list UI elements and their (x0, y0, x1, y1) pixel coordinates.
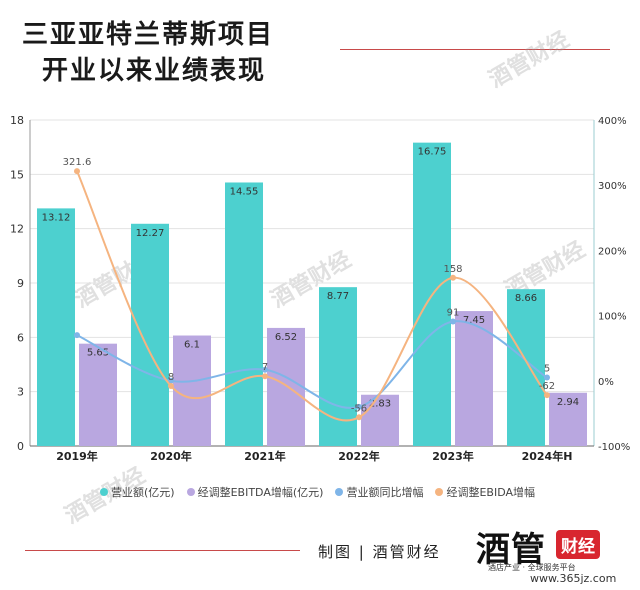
legend-item[interactable]: 营业额同比增幅 (335, 484, 423, 500)
line-data-label: 5 (544, 364, 550, 375)
y-right-tick-label: 300% (598, 181, 627, 192)
footer-divider (25, 550, 300, 551)
line-data-label: 321.6 (63, 157, 92, 168)
y-left-tick-label: 12 (10, 223, 24, 236)
x-tick-label: 2020年 (150, 449, 192, 463)
chart-title-line2: 开业以来业绩表现 (42, 56, 267, 86)
x-tick-label: 2023年 (432, 449, 474, 463)
line-point (544, 374, 550, 381)
bar (319, 287, 357, 446)
x-tick-label: 2019年 (56, 449, 98, 463)
line-data-label: 91 (447, 307, 460, 318)
line-data-label: -62 (539, 381, 555, 392)
legend-item[interactable]: 经调整EBIDA增幅 (435, 484, 535, 500)
y-right-tick-label: -100% (598, 442, 630, 453)
y-left-tick-label: 3 (17, 386, 24, 399)
line-data-label: 7 (262, 362, 268, 373)
combo-chart: 0 3 6 9 12 15 18 -100% 0% 100% 200% 300% 400% 13.12 12… (10, 114, 630, 463)
chart-legend: 营业额(亿元) 经调整EBITDA增幅(亿元) 营业额同比增幅 经调整EBIDA… (100, 484, 535, 500)
bar-data-label: 14.55 (230, 186, 259, 197)
bar (37, 208, 75, 446)
series-line (76, 170, 548, 422)
y-right-tick-label: 400% (598, 116, 627, 127)
bar-data-label: 8.77 (327, 291, 349, 302)
y-left-tick-label: 0 (17, 440, 24, 453)
line-point (450, 274, 456, 281)
y-right-tick-label: 0% (598, 377, 614, 388)
bar-data-label: 2.83 (369, 399, 391, 410)
bar (455, 311, 493, 446)
bar-data-label: 2.94 (557, 397, 579, 408)
chart-title-line1: 三亚亚特兰蒂斯项目 (22, 20, 275, 50)
line-point (262, 373, 268, 380)
line-point (450, 318, 456, 325)
series-line (76, 320, 548, 409)
line-data-label: 158 (443, 264, 462, 275)
legend-item[interactable]: 营业额(亿元) (100, 484, 175, 500)
y-left-tick-label: 9 (17, 277, 24, 290)
x-tick-label: 2022年 (338, 449, 380, 463)
site-url: www.365jz.com (530, 572, 617, 585)
y-left-tick-label: 6 (17, 331, 24, 344)
bar-data-label: 13.12 (42, 212, 71, 223)
bar-data-label: 5.65 (87, 348, 109, 359)
y-right-tick-label: 200% (598, 246, 627, 257)
x-tick-label: 2024年H (522, 449, 573, 463)
bar (225, 182, 263, 446)
bar-data-label: 6.52 (275, 332, 297, 343)
bar-data-label: 6.1 (184, 340, 200, 351)
logo-wordmark: 酒管 (476, 530, 546, 570)
bar-data-label: 16.75 (418, 147, 447, 158)
chart-credit: 制图 | 酒管财经 (318, 543, 441, 561)
logo-badge: 财经 (556, 530, 600, 559)
line-point (168, 383, 174, 390)
line-data-label: -56 (351, 403, 367, 414)
bar (173, 335, 211, 446)
bar (79, 343, 117, 446)
line-point (544, 392, 550, 399)
brand-logo: 酒管 财经 酒店产业 · 全球服务平台 (476, 522, 626, 584)
y-left-tick-label: 15 (10, 168, 24, 181)
bar (507, 289, 545, 446)
line-point (356, 403, 362, 410)
line-data-label: 8 (168, 372, 174, 383)
bar-data-label: 7.45 (463, 315, 485, 326)
line-point (168, 377, 174, 384)
bar-data-label: 8.66 (515, 293, 537, 304)
line-point (262, 366, 268, 373)
title-divider (340, 49, 610, 50)
y-right-tick-label: 100% (598, 312, 627, 323)
legend-item[interactable]: 经调整EBITDA增幅(亿元) (186, 484, 323, 500)
bar (267, 327, 305, 446)
line-point (74, 332, 80, 339)
bar-data-label: 12.27 (136, 228, 165, 239)
x-tick-label: 2021年 (244, 449, 286, 463)
logo-tagline: 酒店产业 · 全球服务平台 (488, 563, 576, 572)
bar (549, 392, 587, 446)
line-point (356, 414, 362, 421)
bar (131, 223, 169, 446)
y-left-tick-label: 18 (10, 114, 24, 127)
line-point (74, 168, 80, 175)
